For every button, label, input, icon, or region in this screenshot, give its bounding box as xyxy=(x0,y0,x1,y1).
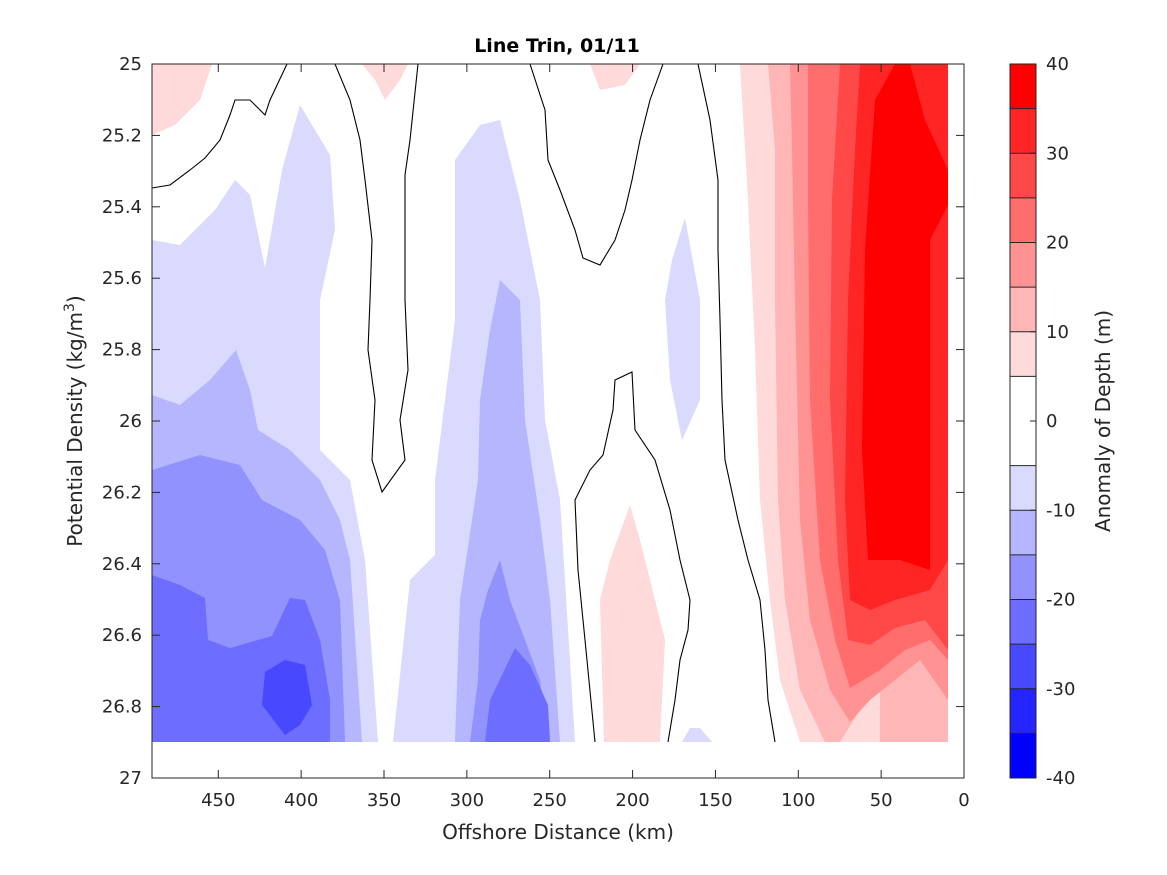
x-tick-label: 150 xyxy=(698,790,732,811)
colorbar-swatch xyxy=(1010,153,1036,198)
colorbar-label: Anomaly of Depth (m) xyxy=(1091,310,1115,532)
contour-fill-neg5 xyxy=(665,218,700,440)
contour-fill-pos35 xyxy=(862,64,948,570)
contour-fill-neg25 xyxy=(262,660,312,735)
contour-fill-neg5 xyxy=(682,728,712,742)
colorbar-swatch xyxy=(1010,554,1036,600)
x-tick-label: 100 xyxy=(781,790,815,811)
colorbar-tick-label: 40 xyxy=(1046,54,1069,75)
colorbar-swatch xyxy=(1010,733,1036,778)
x-tick-label: 250 xyxy=(533,790,567,811)
colorbar-swatch xyxy=(1010,688,1036,734)
y-tick-label: 26.8 xyxy=(102,697,142,718)
y-axis-label: Potential Density (kg/m3) xyxy=(62,295,87,546)
x-tick-label: 450 xyxy=(201,790,235,811)
chart-title: Line Trin, 01/11 xyxy=(474,35,640,57)
x-axis-label: Offshore Distance (km) xyxy=(442,820,674,844)
colorbar-tick-label: -20 xyxy=(1046,590,1075,611)
x-tick-label: 0 xyxy=(958,790,969,811)
x-tick-label: 350 xyxy=(367,790,401,811)
colorbar-ticks: 40 30 20 10 0 -10 -20 -30 -40 xyxy=(1030,54,1075,789)
colorbar-swatch xyxy=(1010,599,1036,645)
colorbar-tick-label: -10 xyxy=(1046,500,1075,521)
contour-fill-pos5 xyxy=(152,64,212,135)
x-tick-label: 50 xyxy=(870,790,893,811)
contour-fills xyxy=(152,64,948,743)
contour-fill-neg20 xyxy=(485,648,550,742)
colorbar-swatch xyxy=(1010,465,1036,511)
zero-contour-lines xyxy=(152,64,776,743)
x-tick-label: 200 xyxy=(615,790,649,811)
colorbar-tick-label: -30 xyxy=(1046,679,1075,700)
colorbar-swatch xyxy=(1010,197,1036,243)
x-tick-label: 300 xyxy=(450,790,484,811)
colorbar-swatch xyxy=(1010,108,1036,154)
contour-fill-pos5 xyxy=(590,64,640,90)
y-tick-label: 25.8 xyxy=(102,340,142,361)
y-axis: 25 25.2 25.4 25.6 25.8 26 26.2 26.4 26.6 26.8 27 xyxy=(102,54,964,789)
zero-contour-line xyxy=(152,64,288,189)
colorbar-swatch xyxy=(1010,242,1036,288)
colorbar xyxy=(1010,64,1036,778)
zero-contour-line xyxy=(697,64,776,743)
y-tick-label: 26.4 xyxy=(102,554,142,575)
colorbar-tick-label: 30 xyxy=(1046,143,1069,164)
colorbar-swatch xyxy=(1010,644,1036,689)
y-tick-label: 26.2 xyxy=(102,482,142,503)
y-tick-label: 25.2 xyxy=(102,125,142,146)
zero-contour-line xyxy=(529,64,664,266)
contour-fill-pos5 xyxy=(600,505,665,742)
colorbar-swatch xyxy=(1010,331,1036,377)
y-tick-label: 26.6 xyxy=(102,625,142,646)
colorbar-swatch xyxy=(1010,64,1036,109)
x-axis: 450 400 350 300 250 200 150 100 50 0 xyxy=(201,64,970,811)
y-tick-label: 25.4 xyxy=(102,197,142,218)
colorbar-tick-label: -40 xyxy=(1046,768,1075,789)
y-tick-label: 27 xyxy=(119,768,142,789)
colorbar-swatch xyxy=(1010,287,1036,332)
y-tick-label: 25 xyxy=(119,54,142,75)
colorbar-tick-label: 10 xyxy=(1046,322,1069,343)
y-tick-label: 25.6 xyxy=(102,268,142,289)
x-tick-label: 400 xyxy=(284,790,318,811)
y-tick-label: 26 xyxy=(119,411,142,432)
zero-contour-line xyxy=(574,371,691,743)
colorbar-tick-label: 20 xyxy=(1046,233,1069,254)
colorbar-tick-label: 0 xyxy=(1046,411,1057,432)
zero-contour-line xyxy=(334,64,419,494)
contour-fill-pos5 xyxy=(362,64,408,100)
colorbar-swatch xyxy=(1010,510,1036,555)
